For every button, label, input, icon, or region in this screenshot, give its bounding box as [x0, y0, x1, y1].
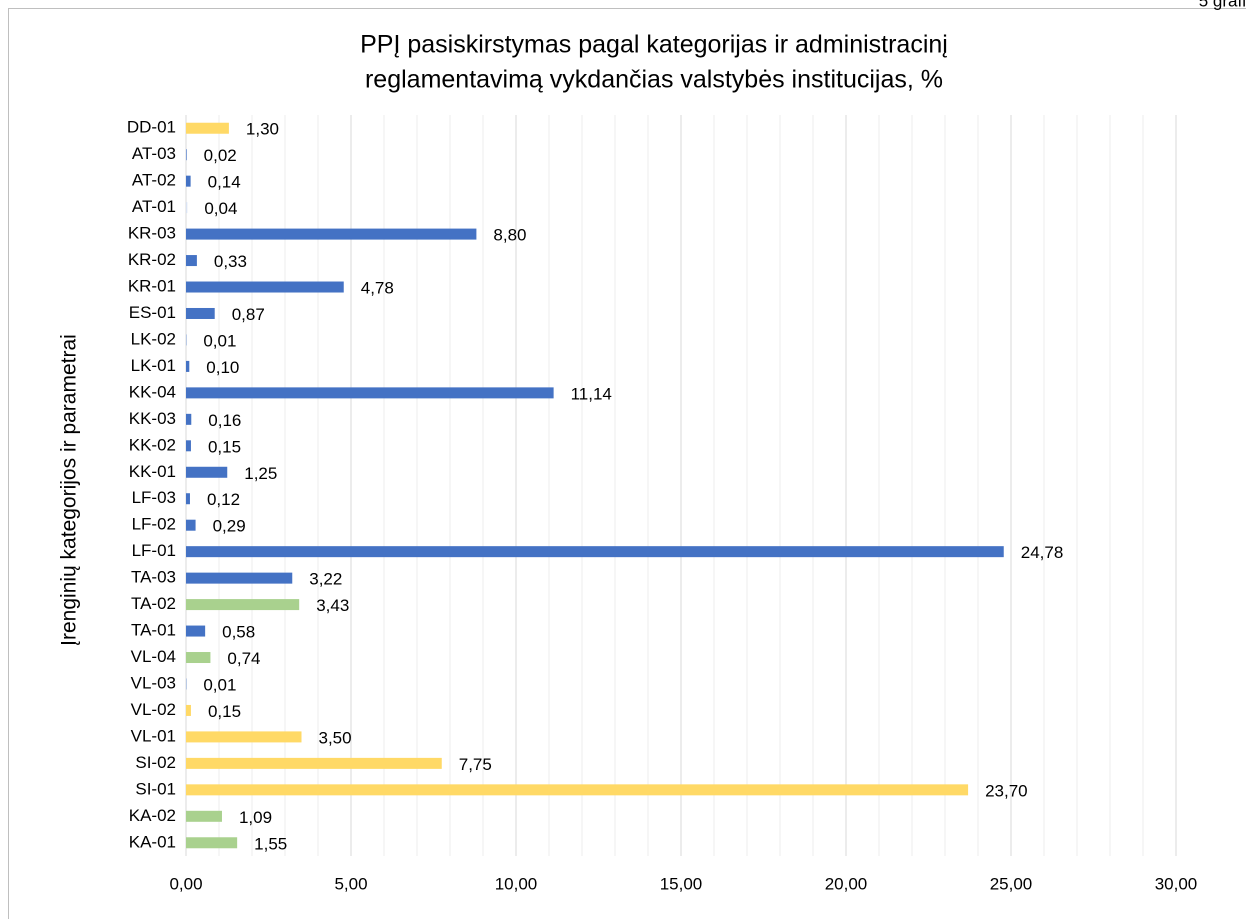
data-label: 0,87: [232, 305, 265, 324]
y-tick-label: KR-03: [128, 224, 176, 243]
corner-text: 5 grafi: [1199, 0, 1246, 10]
data-label: 0,04: [204, 199, 237, 218]
bar: [186, 122, 229, 134]
bar: [186, 440, 191, 452]
data-label: 4,78: [361, 279, 394, 298]
y-tick-label: VL-03: [131, 673, 176, 692]
bar: [186, 731, 302, 743]
bar: [186, 704, 191, 716]
x-tick-label: 10,00: [495, 874, 538, 893]
bar: [186, 652, 211, 664]
bar: [186, 493, 190, 505]
x-tick-label: 0,00: [169, 874, 202, 893]
y-tick-label: KK-04: [129, 382, 176, 401]
y-tick-label: TA-02: [131, 594, 176, 613]
y-tick-label: AT-01: [132, 197, 176, 216]
bar: [186, 360, 190, 372]
chart-title: PPĮ pasiskirstymas pagal kategorijas ir …: [360, 31, 948, 59]
data-label: 7,75: [459, 755, 492, 774]
data-label: 0,01: [203, 675, 236, 694]
data-label: 3,22: [309, 570, 342, 589]
data-label: 0,01: [203, 331, 236, 350]
y-tick-label: LK-01: [131, 356, 176, 375]
bar: [186, 228, 477, 240]
data-label: 0,15: [208, 437, 241, 456]
data-label: 0,16: [208, 411, 241, 430]
y-tick-label: LK-02: [131, 329, 176, 348]
x-tick-label: 15,00: [660, 874, 703, 893]
y-tick-label: TA-03: [131, 568, 176, 587]
data-label: 1,09: [239, 808, 272, 827]
y-tick-label: SI-01: [135, 779, 176, 798]
bar: [186, 784, 969, 796]
y-tick-label: LF-02: [132, 515, 176, 534]
data-label: 0,12: [207, 490, 240, 509]
y-tick-label: KR-01: [128, 277, 176, 296]
bar: [186, 202, 188, 214]
data-label: 0,15: [208, 702, 241, 721]
x-tick-label: 20,00: [825, 874, 868, 893]
bar: [186, 149, 187, 161]
y-tick-label: KA-02: [129, 806, 176, 825]
data-label: 8,80: [493, 226, 526, 245]
chart-title: reglamentavimą vykdančias valstybės inst…: [365, 66, 943, 94]
y-tick-label: KK-02: [129, 435, 176, 454]
bar: [186, 281, 344, 293]
y-tick-label: KK-01: [129, 462, 176, 481]
bar: [186, 255, 197, 267]
data-label: 3,43: [316, 596, 349, 615]
x-tick-label: 30,00: [1155, 874, 1198, 893]
y-tick-label: KK-03: [129, 409, 176, 428]
bar: [186, 519, 196, 531]
data-label: 1,25: [244, 464, 277, 483]
data-label: 11,14: [571, 384, 612, 403]
bar: [186, 387, 554, 399]
y-tick-label: LF-01: [132, 541, 176, 560]
bar: [186, 307, 215, 319]
bar: [186, 175, 191, 187]
data-label: 3,50: [319, 728, 352, 747]
data-label: 23,70: [985, 781, 1028, 800]
chart-border: [8, 8, 1246, 919]
y-tick-label: TA-01: [131, 621, 176, 640]
data-label: 24,78: [1021, 543, 1064, 562]
y-tick-label: AT-03: [132, 144, 176, 163]
data-label: 0,10: [206, 358, 239, 377]
data-label: 0,74: [227, 649, 260, 668]
bar: [186, 599, 300, 611]
data-label: 1,30: [246, 120, 279, 139]
bar: [186, 810, 222, 822]
bar: [186, 413, 192, 425]
bar: [186, 546, 1004, 558]
data-label: 0,14: [208, 173, 241, 192]
y-tick-label: LF-03: [132, 488, 176, 507]
y-tick-label: KR-02: [128, 250, 176, 269]
y-tick-label: AT-02: [132, 171, 176, 190]
data-label: 1,55: [254, 834, 287, 853]
y-tick-label: KA-01: [129, 832, 176, 851]
y-tick-label: VL-01: [131, 726, 176, 745]
y-tick-label: ES-01: [129, 303, 176, 322]
x-tick-label: 5,00: [334, 874, 367, 893]
y-tick-label: DD-01: [127, 118, 176, 137]
y-tick-label: VL-02: [131, 700, 176, 719]
bar: [186, 466, 228, 478]
data-label: 0,02: [204, 146, 237, 165]
x-tick-label: 25,00: [990, 874, 1033, 893]
bar: [186, 625, 206, 637]
y-axis-label: Įrenginių kategorijos ir parametrai: [58, 334, 81, 646]
y-tick-label: VL-04: [131, 647, 176, 666]
data-label: 0,29: [213, 517, 246, 536]
y-tick-label: SI-02: [135, 753, 176, 772]
data-label: 0,33: [214, 252, 247, 271]
bar: [186, 757, 442, 769]
data-label: 0,58: [222, 623, 255, 642]
bar: [186, 572, 293, 584]
bar: [186, 837, 238, 849]
